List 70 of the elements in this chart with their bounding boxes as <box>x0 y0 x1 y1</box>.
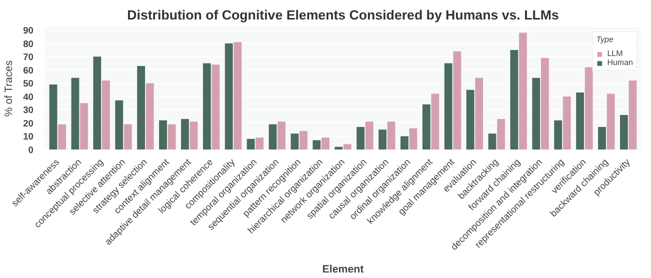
bar <box>212 64 220 150</box>
bar <box>562 96 571 150</box>
bar <box>58 124 66 150</box>
bar <box>49 84 58 150</box>
y-tick-label: 0 <box>28 145 34 155</box>
bar <box>246 138 255 150</box>
y-tick-label: 80 <box>23 38 34 49</box>
bar <box>224 43 233 150</box>
bar <box>93 56 102 150</box>
legend-label: Human <box>607 58 633 67</box>
bar <box>606 94 615 150</box>
chart-title: Distribution of Cognitive Elements Considered by Humans vs. LLMs <box>127 8 559 22</box>
legend-label: LLM <box>607 49 624 58</box>
bar <box>519 32 527 150</box>
bar <box>510 50 518 150</box>
bar <box>312 140 321 150</box>
bar <box>300 130 308 150</box>
y-axis-title: % of Traces <box>3 60 16 117</box>
bar <box>497 119 505 150</box>
y-tick-label: 10 <box>23 132 34 142</box>
bar <box>159 120 167 150</box>
bar <box>278 122 286 150</box>
bar <box>576 92 584 150</box>
bar <box>124 124 132 150</box>
bar <box>554 120 562 150</box>
bar <box>598 126 606 150</box>
y-tick-label: 40 <box>23 92 34 102</box>
bar <box>409 128 418 150</box>
bar <box>290 134 299 150</box>
bar <box>584 67 593 150</box>
bar <box>400 136 408 150</box>
bar <box>334 146 343 150</box>
y-tick-label: 90 <box>23 26 34 36</box>
y-tick-label: 20 <box>23 118 34 128</box>
bar <box>71 78 80 150</box>
bar <box>540 58 549 150</box>
bar <box>620 115 628 150</box>
bar <box>115 100 124 150</box>
bar <box>378 130 386 150</box>
bar <box>190 122 198 150</box>
y-tick-label: 30 <box>23 105 34 116</box>
bar <box>137 66 146 150</box>
bar <box>532 78 540 150</box>
bar <box>444 63 452 150</box>
bar <box>321 138 330 150</box>
bar <box>256 138 264 150</box>
y-tick-label: 60 <box>23 65 34 76</box>
bar <box>628 80 637 150</box>
bar <box>181 119 189 150</box>
bar <box>475 78 484 150</box>
bar <box>466 90 474 150</box>
bar <box>343 144 352 150</box>
bar <box>268 124 277 150</box>
bar <box>102 80 110 150</box>
bar <box>168 124 176 150</box>
bar <box>365 122 374 150</box>
legend-title: Type <box>596 35 614 44</box>
bar <box>422 104 430 150</box>
bar <box>356 126 365 150</box>
x-axis-title: Element <box>322 264 364 276</box>
bar <box>146 83 154 150</box>
y-tick-label: 50 <box>23 78 34 89</box>
y-tick-label: 70 <box>23 52 34 62</box>
bar <box>431 94 440 150</box>
bar <box>453 51 462 150</box>
bar <box>488 134 496 150</box>
bar <box>80 103 88 150</box>
bar <box>202 63 211 150</box>
bar <box>234 42 242 150</box>
bar <box>387 122 396 150</box>
